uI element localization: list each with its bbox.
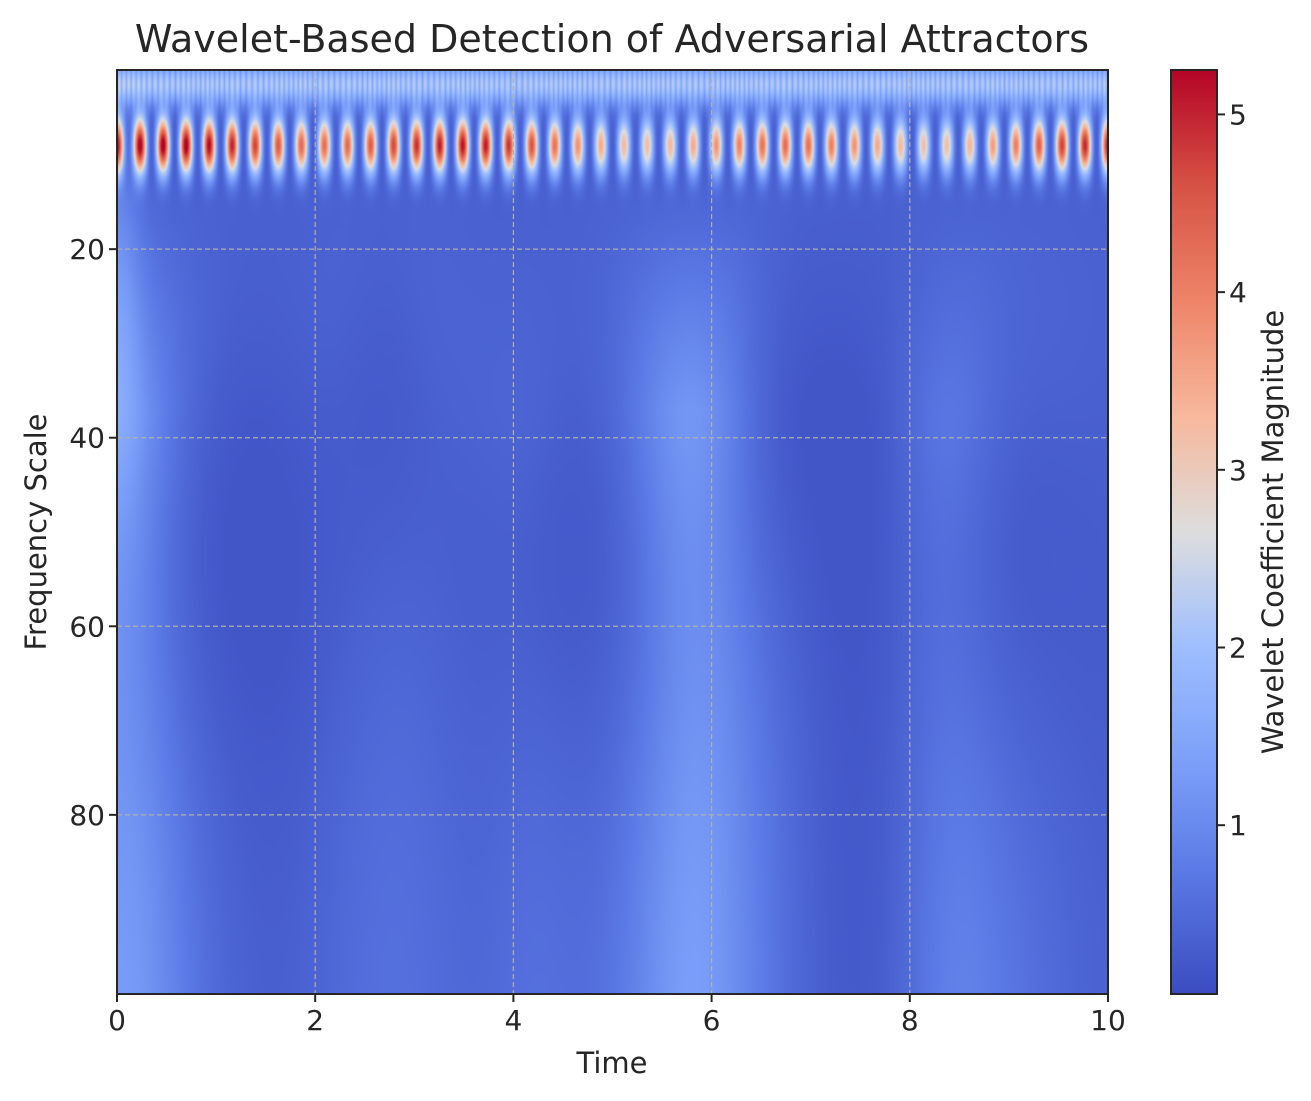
chart-title: Wavelet-Based Detection of Adversarial A… [135, 17, 1089, 61]
y-axis-label: Frequency Scale [19, 413, 53, 650]
x-tick-label: 6 [703, 1004, 721, 1037]
colorbar-tick-label: 1 [1229, 809, 1247, 842]
x-tick-label: 2 [306, 1004, 324, 1037]
heatmap-image [117, 70, 1108, 994]
x-tick-label: 8 [901, 1004, 919, 1037]
y-tick-label: 60 [69, 610, 105, 643]
y-tick-label: 40 [69, 422, 105, 455]
grid [117, 70, 1108, 994]
y-tick-label: 20 [69, 233, 105, 266]
plot-frame [116, 69, 1109, 995]
colorbar [1170, 69, 1218, 995]
colorbar-tick-label: 2 [1229, 632, 1247, 665]
colorbar-tick-label: 5 [1229, 98, 1247, 131]
x-tick-label: 10 [1090, 1004, 1126, 1037]
x-axis-label: Time [576, 1046, 648, 1080]
colorbar-tick-label: 4 [1229, 276, 1247, 309]
y-tick-label: 80 [69, 799, 105, 832]
colorbar-ticks: 1 2 3 4 5 [1217, 98, 1247, 842]
colorbar-tick-label: 3 [1229, 454, 1247, 487]
x-tick-label: 0 [108, 1004, 126, 1037]
x-axis: 0 2 4 6 8 10 [108, 994, 1126, 1037]
x-tick-label: 4 [504, 1004, 522, 1037]
colorbar-label: Wavelet Coefficient Magnitude [1256, 310, 1290, 754]
y-axis: 20 40 60 80 [69, 233, 117, 832]
